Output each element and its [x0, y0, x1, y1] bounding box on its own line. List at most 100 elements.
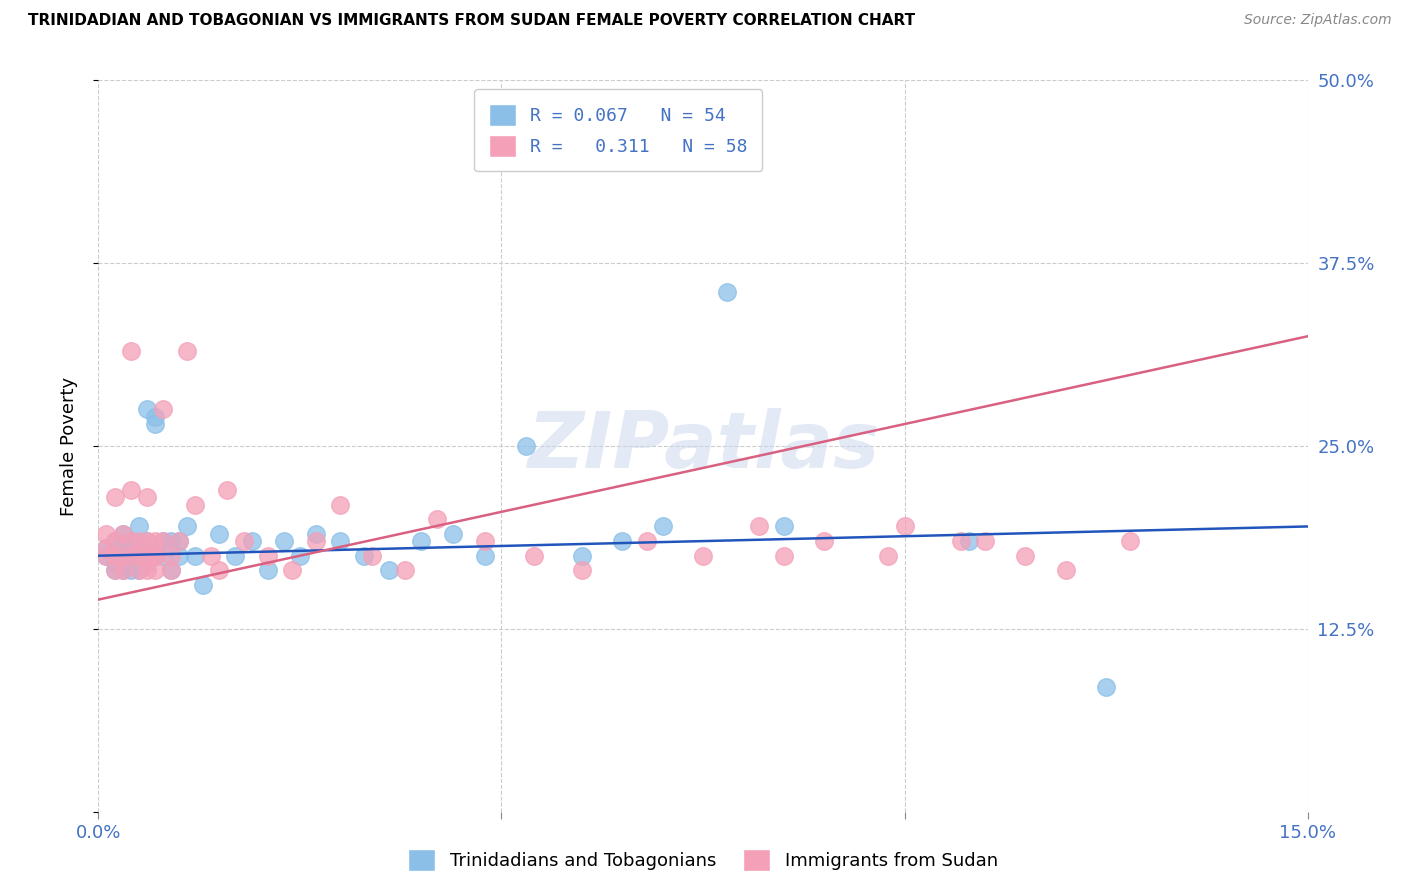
Point [426, 512, 449, 526]
Point [232, 534, 254, 549]
Point [128, 563, 150, 577]
Point [612, 534, 634, 549]
Point [96, 541, 118, 556]
Point [167, 549, 190, 563]
Point [152, 549, 174, 563]
Point [96, 526, 118, 541]
Point [111, 563, 134, 577]
Point [329, 498, 352, 512]
Point [515, 439, 537, 453]
Point [152, 402, 174, 417]
Point [143, 549, 166, 563]
Point [135, 549, 157, 563]
Point [120, 534, 142, 549]
Point [135, 556, 157, 570]
Point [1014, 549, 1036, 563]
Point [135, 549, 157, 563]
Point [281, 563, 304, 577]
Point [128, 541, 150, 556]
Point [288, 549, 311, 563]
Point [152, 534, 174, 549]
Point [974, 534, 997, 549]
Point [103, 534, 125, 549]
Point [96, 541, 118, 556]
Point [957, 534, 980, 549]
Point [128, 549, 150, 563]
Point [143, 417, 166, 431]
Point [96, 549, 118, 563]
Point [120, 556, 142, 570]
Point [1095, 681, 1118, 695]
Legend: Trinidadians and Tobagonians, Immigrants from Sudan: Trinidadians and Tobagonians, Immigrants… [401, 842, 1005, 879]
Point [813, 534, 835, 549]
Point [103, 556, 125, 570]
Point [1119, 534, 1142, 549]
Point [305, 534, 328, 549]
Point [176, 343, 198, 358]
Text: Source: ZipAtlas.com: Source: ZipAtlas.com [1244, 13, 1392, 28]
Point [128, 563, 150, 577]
Point [523, 549, 546, 563]
Point [184, 549, 207, 563]
Point [441, 526, 464, 541]
Point [200, 549, 222, 563]
Point [256, 549, 278, 563]
Point [143, 563, 166, 577]
Point [111, 563, 134, 577]
Point [103, 534, 125, 549]
Point [409, 534, 432, 549]
Point [135, 534, 157, 549]
Point [361, 549, 384, 563]
Point [160, 534, 183, 549]
Point [135, 402, 157, 417]
Y-axis label: Female Poverty: Female Poverty [59, 376, 77, 516]
Point [377, 563, 399, 577]
Point [135, 563, 157, 577]
Point [135, 534, 157, 549]
Point [135, 490, 157, 504]
Point [120, 563, 142, 577]
Point [103, 549, 125, 563]
Point [111, 526, 134, 541]
Point [111, 549, 134, 563]
Point [111, 549, 134, 563]
Point [167, 534, 190, 549]
Point [128, 534, 150, 549]
Point [571, 549, 593, 563]
Point [394, 563, 416, 577]
Point [103, 490, 125, 504]
Point [184, 498, 207, 512]
Point [160, 563, 183, 577]
Point [120, 549, 142, 563]
Point [748, 519, 770, 533]
Text: ZIPatlas: ZIPatlas [527, 408, 879, 484]
Point [120, 549, 142, 563]
Point [143, 534, 166, 549]
Point [353, 549, 375, 563]
Point [571, 563, 593, 577]
Point [772, 549, 794, 563]
Text: TRINIDADIAN AND TOBAGONIAN VS IMMIGRANTS FROM SUDAN FEMALE POVERTY CORRELATION C: TRINIDADIAN AND TOBAGONIAN VS IMMIGRANTS… [28, 13, 915, 29]
Point [152, 534, 174, 549]
Point [143, 409, 166, 424]
Point [240, 534, 263, 549]
Point [474, 549, 496, 563]
Point [636, 534, 658, 549]
Point [160, 563, 183, 577]
Point [143, 549, 166, 563]
Point [160, 549, 183, 563]
Point [1054, 563, 1077, 577]
Point [716, 285, 738, 300]
Point [193, 578, 215, 592]
Point [96, 549, 118, 563]
Point [120, 343, 142, 358]
Point [893, 519, 915, 533]
Point [877, 549, 900, 563]
Point [103, 563, 125, 577]
Point [208, 563, 231, 577]
Point [651, 519, 673, 533]
Point [103, 563, 125, 577]
Point [111, 541, 134, 556]
Point [217, 483, 239, 497]
Point [949, 534, 972, 549]
